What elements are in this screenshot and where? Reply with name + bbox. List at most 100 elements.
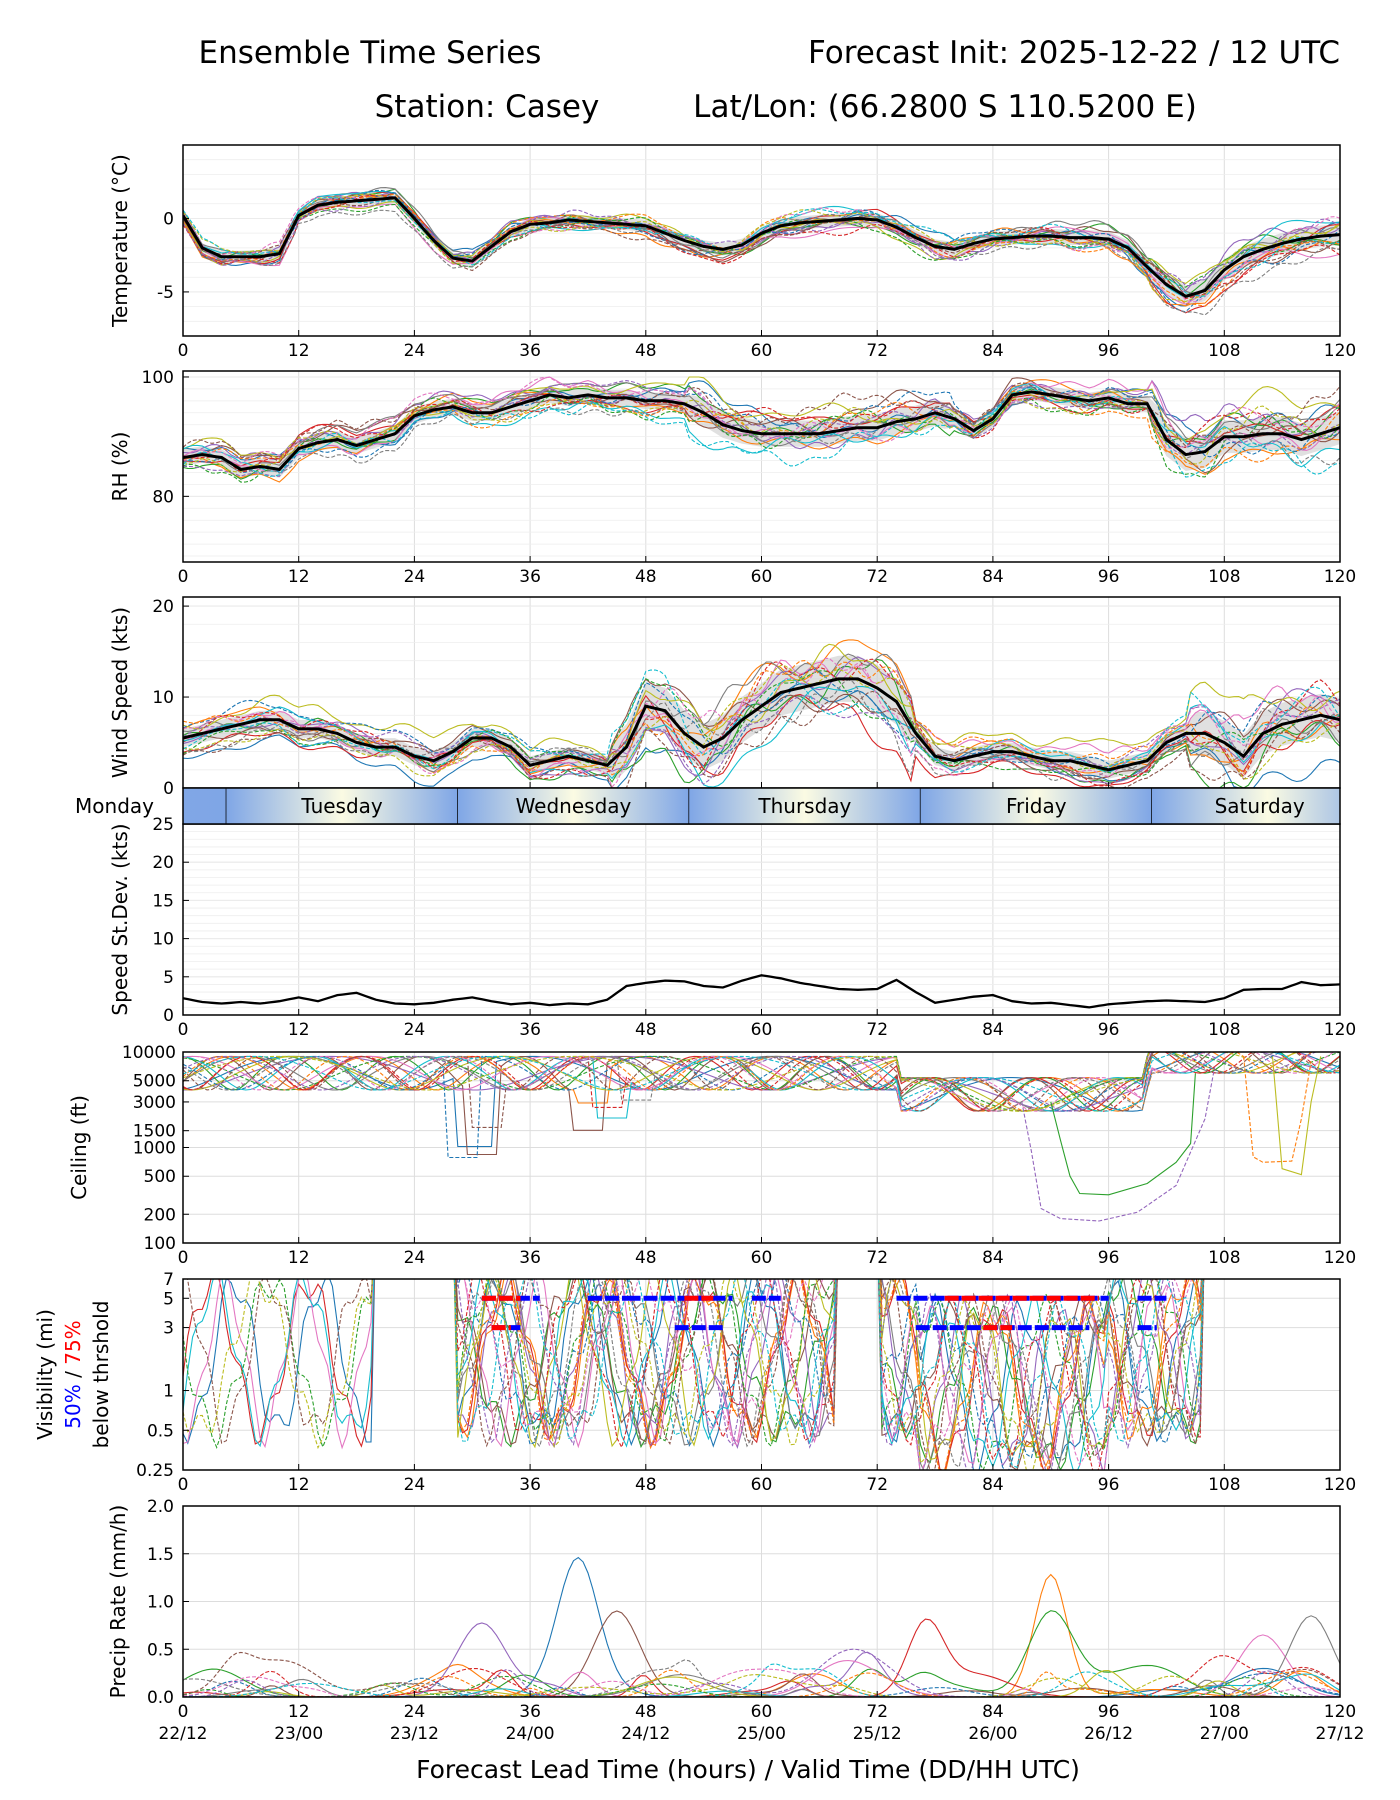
ensemble-member-line — [183, 1052, 1340, 1112]
latlon-label: Lat/Lon: (66.2800 S 110.5200 E) — [693, 89, 1197, 125]
ensemble-member-line — [183, 1663, 1340, 1697]
valid-time-label: 26/00 — [968, 1724, 1017, 1744]
ensemble-member-line — [183, 393, 1340, 473]
ensemble-member-line — [183, 386, 1340, 474]
y-tick-label: -5 — [157, 283, 174, 303]
y-axis-label: below thrshold — [89, 1301, 113, 1449]
y-tick-label: 15 — [152, 891, 174, 911]
day-segment — [183, 788, 227, 824]
x-tick-label: 120 — [1324, 1702, 1356, 1722]
x-tick-label: 108 — [1208, 341, 1240, 361]
ensemble-member-line — [183, 685, 1340, 788]
ensemble-member-line — [183, 201, 1340, 285]
chart-title-right: Forecast Init: 2025-12-22 / 12 UTC — [808, 35, 1340, 71]
ensemble-member-line — [183, 1052, 1340, 1112]
panel-temperature: 0 12 24 36 48 60 72 84 96 108 120 0 -5 Temperature (°… — [108, 144, 1356, 361]
ensemble-member-line — [183, 376, 1340, 464]
valid-time-label: 25/12 — [853, 1724, 902, 1744]
x-tick-label: 84 — [982, 567, 1004, 587]
y-tick-label: 2.0 — [147, 1497, 174, 1517]
valid-time-label: 25/00 — [737, 1724, 786, 1744]
day-band-border — [182, 787, 1341, 825]
ensemble-member-line — [183, 1651, 1340, 1697]
ensemble-member-line — [455, 1279, 1205, 1470]
x-tick-label: 0 — [178, 1702, 189, 1722]
panel-wind_speed: 0 10 20 Wind Speed (kts) — [108, 596, 1341, 799]
x-tick-label: 48 — [635, 1020, 657, 1040]
x-tick-label: 12 — [288, 567, 310, 587]
x-tick-label: 108 — [1208, 1020, 1240, 1040]
x-tick-label: 72 — [866, 1248, 888, 1268]
panel-ceiling: 0 12 24 36 48 60 72 84 96 108 120 100 200 500 10001500… — [67, 1043, 1356, 1268]
x-tick-label: 36 — [519, 1475, 541, 1495]
x-tick-label: 24 — [404, 567, 426, 587]
y-axis-label: RH (%) — [108, 432, 132, 502]
x-tick-label: 24 — [404, 341, 426, 361]
ensemble-mean-line — [183, 196, 1340, 298]
y-tick-label: 20 — [152, 597, 174, 617]
x-tick-label: 12 — [288, 1475, 310, 1495]
ensemble-member-line — [183, 193, 1340, 303]
y-tick-label: 0.25 — [136, 1461, 174, 1481]
x-tick-label: 120 — [1324, 567, 1356, 587]
x-tick-label: 72 — [866, 341, 888, 361]
x-tick-label: 48 — [635, 341, 657, 361]
plot-clip-group — [183, 639, 1340, 788]
day-label: Thursday — [757, 794, 851, 818]
ensemble-member-line — [183, 376, 1340, 472]
y-tick-label: 5000 — [133, 1072, 176, 1092]
ensemble-member-line — [453, 1279, 1204, 1469]
valid-time-label: 27/12 — [1316, 1724, 1365, 1744]
plot-clip-group — [183, 1279, 1205, 1470]
x-tick-label: 0 — [178, 567, 189, 587]
ensemble-member-line — [183, 656, 1340, 785]
plot-clip-group — [183, 376, 1340, 483]
ensemble-member-line — [183, 1279, 1205, 1470]
ensemble-member-line — [183, 398, 1340, 473]
y-tick-label: 500 — [144, 1167, 176, 1187]
y-axis-label: Precip Rate (mm/h) — [106, 1505, 130, 1699]
x-tick-label: 120 — [1324, 341, 1356, 361]
label-50-percent: 50% — [61, 1384, 85, 1428]
day-segment — [226, 788, 458, 824]
y-tick-label: 5 — [163, 968, 174, 988]
y-tick-label: 200 — [144, 1205, 176, 1225]
x-tick-label: 24 — [404, 1248, 426, 1268]
x-tick-label: 120 — [1324, 1475, 1356, 1495]
ensemble-mean-line — [183, 974, 1340, 1009]
y-tick-label: 7 — [163, 1270, 174, 1290]
ensemble-member-line — [183, 1279, 1200, 1470]
y-tick-label: 10 — [152, 688, 174, 708]
ensemble-member-line — [183, 693, 1340, 788]
valid-time-label: 24/12 — [621, 1724, 670, 1744]
day-band: Monday Tuesday Wednesday Thursday Friday Satu… — [75, 787, 1341, 825]
x-tick-label: 72 — [866, 1702, 888, 1722]
ensemble-member-line — [183, 1052, 1283, 1159]
ensemble-member-line — [453, 1279, 1204, 1461]
day-label: Saturday — [1215, 794, 1305, 818]
y-tick-label: 5 — [163, 1289, 174, 1309]
x-tick-label: 72 — [866, 1020, 888, 1040]
ensemble-member-line — [183, 1279, 1205, 1465]
station-label: Station: Casey — [375, 89, 600, 125]
plot-clip-group — [183, 1052, 1340, 1222]
x-tick-label: 120 — [1324, 1020, 1356, 1040]
ensemble-member-line — [183, 187, 1340, 294]
chart-title-left: Ensemble Time Series — [199, 35, 542, 71]
x-tick-label: 24 — [404, 1020, 426, 1040]
x-tick-label: 24 — [404, 1702, 426, 1722]
panel-rh: 0 12 24 36 48 60 72 84 96 108 120 80 100 RH (%) — [108, 368, 1356, 587]
ensemble-member-line — [183, 196, 1340, 297]
x-tick-label: 0 — [178, 1020, 189, 1040]
x-tick-label: 60 — [751, 1020, 773, 1040]
day-label: Monday — [75, 794, 154, 818]
ensemble-member-line — [186, 1279, 1205, 1470]
ensemble-member-line — [183, 193, 1340, 307]
ensemble-member-line — [183, 377, 1340, 474]
y-tick-label: 100 — [142, 368, 174, 388]
x-tick-label: 60 — [751, 341, 773, 361]
y-tick-label: 1.5 — [147, 1545, 174, 1565]
y-tick-label: 1.0 — [147, 1593, 174, 1613]
